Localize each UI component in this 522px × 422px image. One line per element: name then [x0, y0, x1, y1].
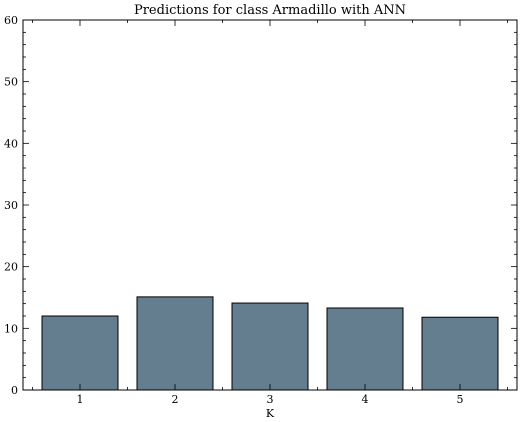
bar-4 — [326, 307, 404, 391]
x-tick-label-3: 3 — [267, 393, 274, 406]
bar-2 — [136, 296, 214, 391]
x-tick-label-2: 2 — [172, 393, 179, 406]
chart-title: Predictions for class Armadillo with ANN — [134, 3, 406, 18]
x-tick-label-4: 4 — [362, 393, 369, 406]
y-tick-label: 40 — [4, 137, 18, 150]
y-tick-label: 30 — [4, 199, 18, 212]
x-axis-label: K — [266, 407, 275, 420]
y-tick-label: 60 — [4, 14, 18, 27]
y-tick-label: 0 — [11, 384, 18, 397]
bars-layer — [41, 296, 499, 391]
labels-layer: 0 10 20 30 40 50 60 1 2 3 4 5 — [4, 14, 464, 406]
x-tick-label-5: 5 — [457, 393, 464, 406]
y-tick-label: 10 — [4, 322, 18, 335]
bar-3 — [231, 302, 309, 391]
bar-1 — [41, 315, 119, 391]
y-tick-label: 50 — [4, 76, 18, 89]
plot-frame — [22, 19, 518, 391]
x-tick-label-1: 1 — [77, 393, 84, 406]
bar-5 — [421, 316, 499, 391]
y-tick-label: 20 — [4, 261, 18, 274]
